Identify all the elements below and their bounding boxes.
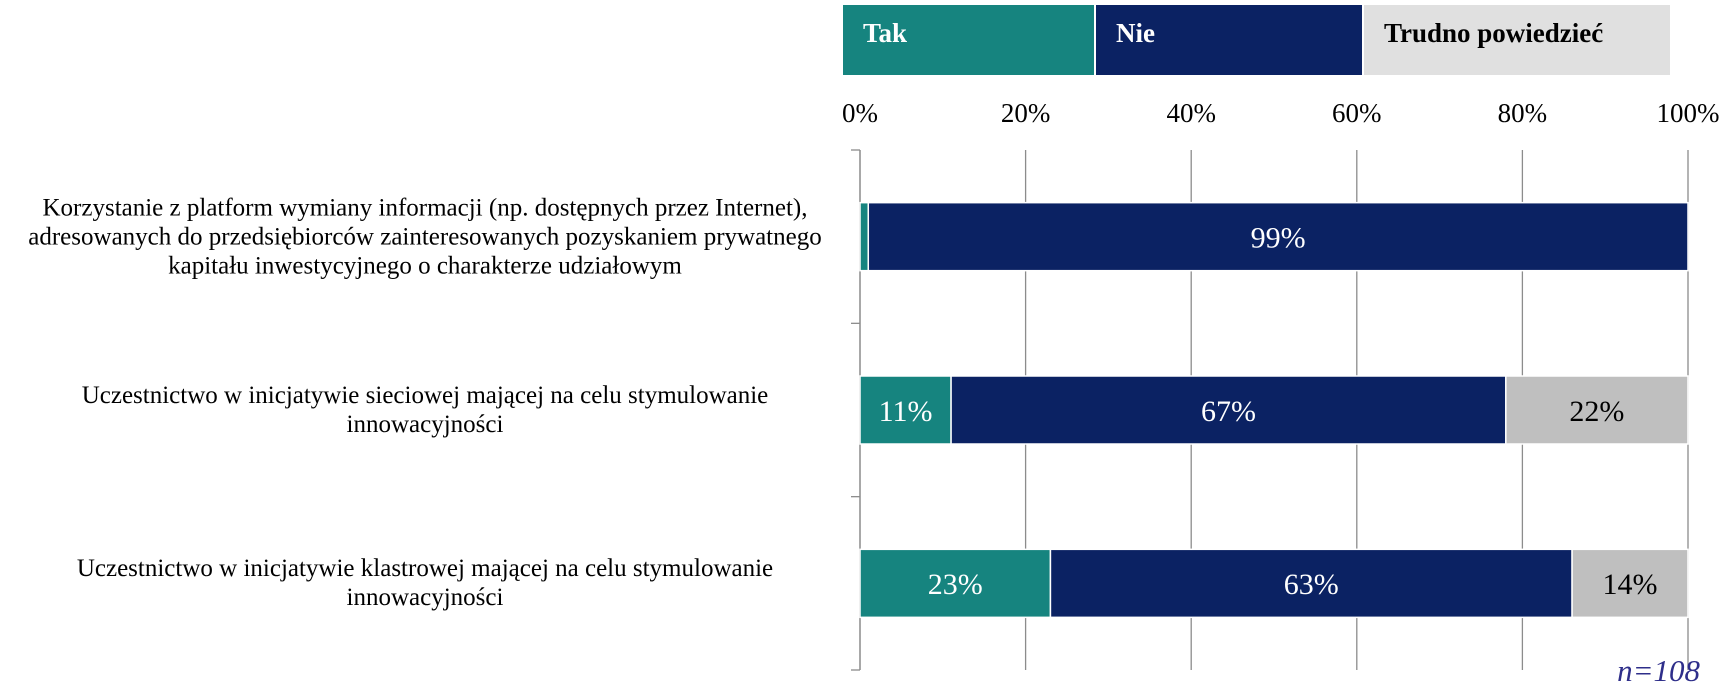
legend-swatch [1096,5,1362,75]
x-tick-label: 40% [1166,98,1216,128]
bar-segment [859,201,870,272]
bar-segment [950,375,1507,445]
data-label: 14% [1603,568,1658,601]
data-label: 67% [1201,395,1256,428]
sample-size-note: n=108 [1617,653,1700,688]
bar-segment [1571,548,1689,619]
x-tick-label: 80% [1498,98,1548,128]
x-tick-label: 0% [842,98,878,128]
legend-label: Nie [1116,18,1155,48]
data-label: 11% [879,395,933,428]
category-label: Korzystanie z platform wymiany informacj… [28,194,822,280]
bar-segment [859,548,1052,619]
data-label: 23% [928,568,983,601]
x-tick-label: 20% [1001,98,1051,128]
data-label: 63% [1284,568,1339,601]
data-label: 22% [1569,395,1624,428]
data-label: 99% [1251,222,1306,255]
bar-segment [867,201,1689,272]
x-tick-label: 60% [1332,98,1382,128]
legend-swatch [1364,5,1670,75]
bar-segment [1505,375,1689,445]
x-tick-label: 100% [1657,98,1720,128]
category-label: Uczestnictwo w inicjatywie klastrowej ma… [76,555,774,612]
legend-label: Trudno powiedzieć [1384,18,1603,48]
legend-label: Tak [863,18,907,48]
category-label: Uczestnictwo w inicjatywie sieciowej maj… [81,382,769,438]
bar-segment [859,375,952,445]
legend-swatch [843,5,1094,75]
